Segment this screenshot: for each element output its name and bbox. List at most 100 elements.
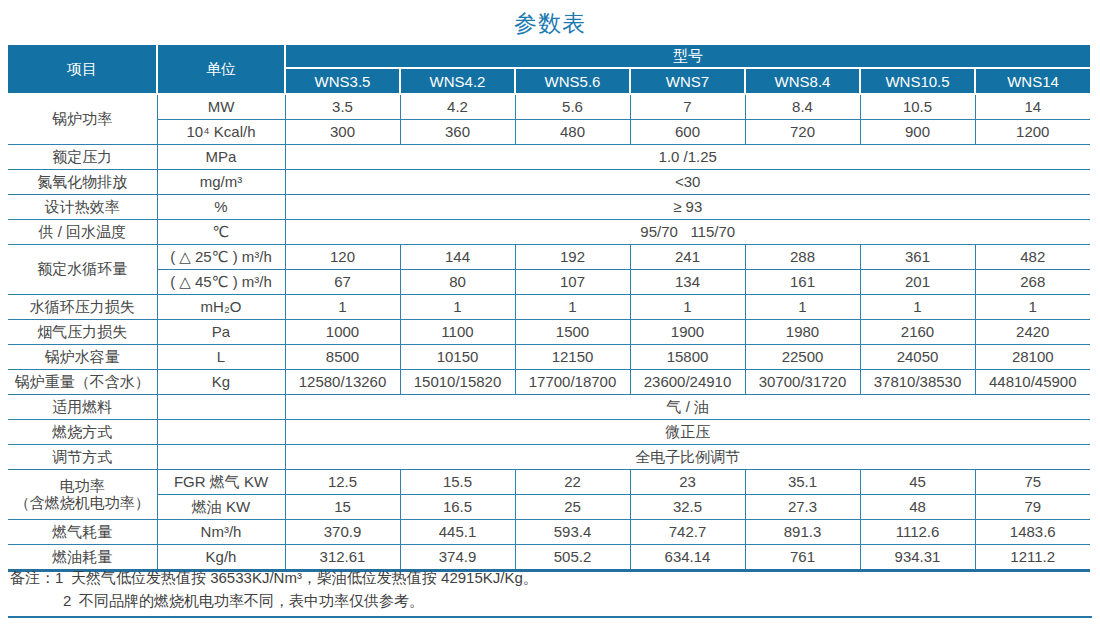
- value-cell: 3.5: [285, 94, 400, 120]
- value-cell: 192: [515, 245, 630, 270]
- value-cell: 15: [285, 495, 400, 520]
- value-cell: 1: [745, 295, 860, 320]
- table-row: 锅炉重量（不含水）Kg12580/1326015010/1582017700/1…: [8, 370, 1090, 395]
- unit-cell: mg/m³: [157, 170, 285, 195]
- value-cell: 15.5: [400, 470, 515, 495]
- item-cell: 燃烧方式: [8, 420, 157, 445]
- span-value-cell: <30: [285, 170, 1090, 195]
- column-header-model: WNS4.2: [400, 68, 515, 94]
- column-header-model: WNS7: [630, 68, 745, 94]
- item-cell: 水循环压力损失: [8, 295, 157, 320]
- value-cell: 15010/15820: [400, 370, 515, 395]
- item-cell: 供 / 回水温度: [8, 220, 157, 245]
- value-cell: 288: [745, 245, 860, 270]
- value-cell: 8.4: [745, 94, 860, 120]
- header-row-top: 项目 单位 型号: [8, 45, 1090, 68]
- unit-cell: ( △ 25℃ ) m³/h: [157, 245, 285, 270]
- value-cell: 1: [975, 295, 1090, 320]
- value-cell: 634.14: [630, 545, 745, 571]
- value-cell: 934.31: [860, 545, 975, 571]
- value-cell: 268: [975, 270, 1090, 295]
- value-cell: 445.1: [400, 520, 515, 545]
- value-cell: 5.6: [515, 94, 630, 120]
- value-cell: 107: [515, 270, 630, 295]
- unit-cell: [157, 445, 285, 470]
- span-value-cell: 微正压: [285, 420, 1090, 445]
- value-cell: 761: [745, 545, 860, 571]
- span-value-cell: 95/70 115/70: [285, 220, 1090, 245]
- column-header-model: WNS10.5: [860, 68, 975, 94]
- note-text: 天然气低位发热值按 36533KJ/Nm³，柴油低位发热值按 42915KJ/K…: [71, 569, 538, 586]
- value-cell: 720: [745, 120, 860, 145]
- note-number: 2: [63, 589, 79, 612]
- unit-cell: ( △ 45℃ ) m³/h: [157, 270, 285, 295]
- value-cell: 10.5: [860, 94, 975, 120]
- span-value-cell: 1.0 /1.25: [285, 145, 1090, 170]
- value-cell: 7: [630, 94, 745, 120]
- value-cell: 12580/13260: [285, 370, 400, 395]
- unit-cell: [157, 395, 285, 420]
- value-cell: 144: [400, 245, 515, 270]
- value-cell: 28100: [975, 345, 1090, 370]
- value-cell: 23600/24910: [630, 370, 745, 395]
- value-cell: 134: [630, 270, 745, 295]
- value-cell: 75: [975, 470, 1090, 495]
- item-cell: 锅炉重量（不含水）: [8, 370, 157, 395]
- value-cell: 22500: [745, 345, 860, 370]
- value-cell: 241: [630, 245, 745, 270]
- table-row: 适用燃料气 / 油: [8, 395, 1090, 420]
- table-row: 水循环压力损失mH₂O1111111: [8, 295, 1090, 320]
- value-cell: 23: [630, 470, 745, 495]
- item-cell: 燃气耗量: [8, 520, 157, 545]
- unit-cell: 10⁴ Kcal/h: [157, 120, 285, 145]
- notes-section: 备注：1天然气低位发热值按 36533KJ/Nm³，柴油低位发热值按 42915…: [10, 566, 538, 613]
- value-cell: 1483.6: [975, 520, 1090, 545]
- table-row: 调节方式全电子比例调节: [8, 445, 1090, 470]
- value-cell: 482: [975, 245, 1090, 270]
- item-cell: 氮氧化物排放: [8, 170, 157, 195]
- column-header-unit: 单位: [157, 45, 285, 94]
- value-cell: 900: [860, 120, 975, 145]
- value-cell: 600: [630, 120, 745, 145]
- value-cell: 2420: [975, 320, 1090, 345]
- page-title: 参数表: [0, 0, 1100, 39]
- unit-cell: Kg: [157, 370, 285, 395]
- value-cell: 1900: [630, 320, 745, 345]
- value-cell: 1980: [745, 320, 860, 345]
- table-row: 燃油 KW1516.52532.527.34879: [8, 495, 1090, 520]
- span-value-cell: 全电子比例调节: [285, 445, 1090, 470]
- item-cell: 烟气压力损失: [8, 320, 157, 345]
- value-cell: 37810/38530: [860, 370, 975, 395]
- value-cell: 300: [285, 120, 400, 145]
- note-line: 2不同品牌的燃烧机电功率不同，表中功率仅供参考。: [63, 589, 538, 612]
- table-row: 额定压力MPa1.0 /1.25: [8, 145, 1090, 170]
- value-cell: 79: [975, 495, 1090, 520]
- item-cell: 锅炉水容量: [8, 345, 157, 370]
- column-header-model: WNS3.5: [285, 68, 400, 94]
- value-cell: 370.9: [285, 520, 400, 545]
- value-cell: 120: [285, 245, 400, 270]
- value-cell: 1000: [285, 320, 400, 345]
- table-row: 额定水循环量( △ 25℃ ) m³/h12014419224128836148…: [8, 245, 1090, 270]
- value-cell: 1200: [975, 120, 1090, 145]
- note-text: 不同品牌的燃烧机电功率不同，表中功率仅供参考。: [79, 592, 424, 609]
- table-row: 10⁴ Kcal/h3003604806007209001200: [8, 120, 1090, 145]
- unit-cell: MPa: [157, 145, 285, 170]
- table-body: 锅炉功率MW3.54.25.678.410.51410⁴ Kcal/h30036…: [8, 94, 1090, 571]
- value-cell: 360: [400, 120, 515, 145]
- value-cell: 1: [630, 295, 745, 320]
- value-cell: 67: [285, 270, 400, 295]
- value-cell: 16.5: [400, 495, 515, 520]
- item-cell: 额定压力: [8, 145, 157, 170]
- unit-cell: mH₂O: [157, 295, 285, 320]
- parameters-table: 项目 单位 型号 WNS3.5 WNS4.2 WNS5.6 WNS7 WNS8.…: [8, 45, 1090, 572]
- column-header-model: WNS14: [975, 68, 1090, 94]
- item-cell: 设计热效率: [8, 195, 157, 220]
- column-header-model-group: 型号: [285, 45, 1090, 68]
- unit-cell: 燃油 KW: [157, 495, 285, 520]
- unit-cell: Nm³/h: [157, 520, 285, 545]
- unit-cell: [157, 420, 285, 445]
- value-cell: 17700/18700: [515, 370, 630, 395]
- value-cell: 32.5: [630, 495, 745, 520]
- note-line: 备注：1天然气低位发热值按 36533KJ/Nm³，柴油低位发热值按 42915…: [10, 566, 538, 589]
